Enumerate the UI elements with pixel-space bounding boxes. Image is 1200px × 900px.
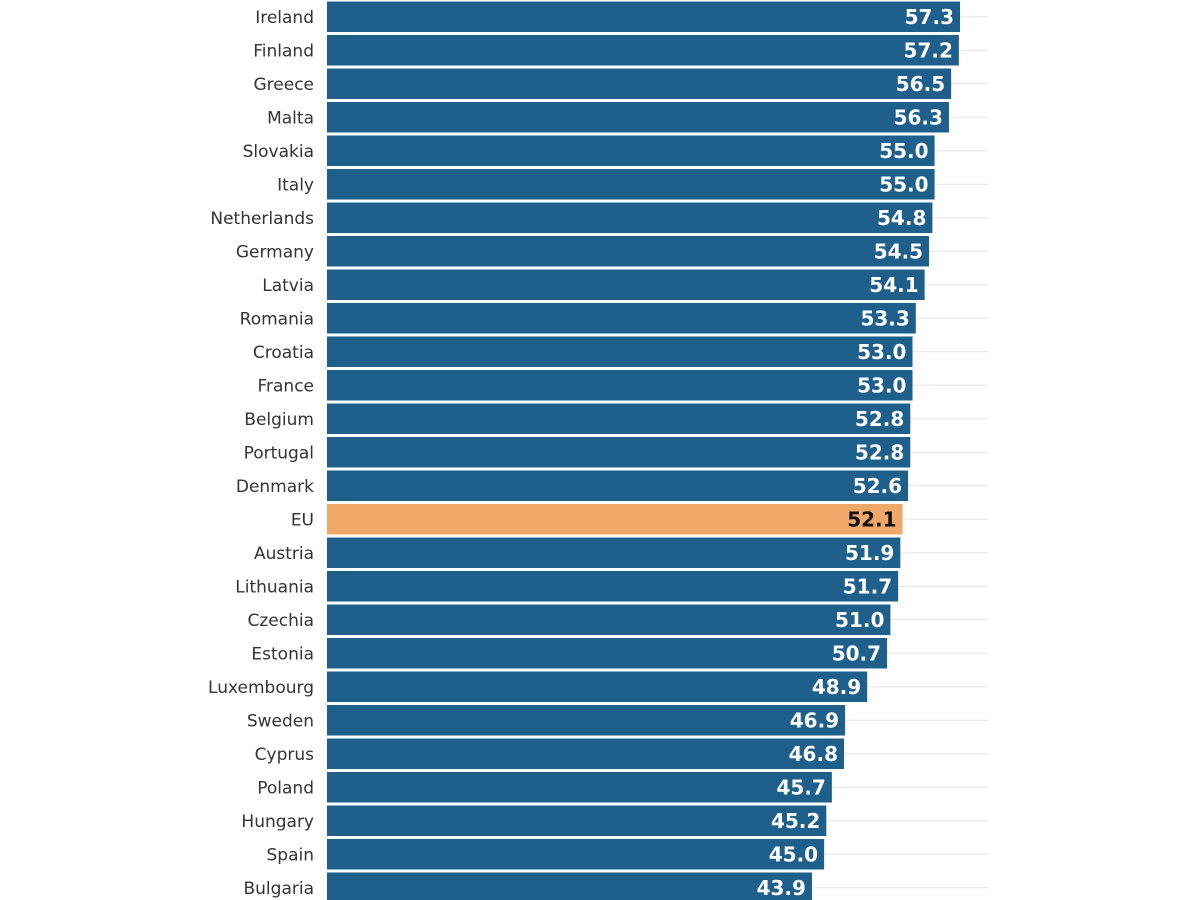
bar [327,370,913,401]
value-label: 51.0 [835,608,884,632]
category-label: France [257,376,314,396]
bar [327,839,825,870]
category-label: Denmark [236,477,314,497]
bar [327,169,935,200]
category-label: Italy [277,175,314,195]
category-label: Ireland [255,8,314,28]
category-label: Belgium [244,410,314,430]
bar [327,35,959,66]
bar [327,604,891,635]
value-label: 51.7 [843,574,892,598]
value-label: 52.1 [847,507,896,531]
value-label: 48.9 [812,675,861,699]
value-label: 55.0 [879,139,928,163]
category-label: Sweden [247,711,314,731]
category-label: Bulgaria [244,879,315,899]
category-label: Croatia [253,343,314,363]
bar [327,470,909,501]
bar [327,303,916,334]
value-label: 57.2 [904,38,953,62]
bar [327,403,911,434]
value-label: 43.9 [757,876,806,900]
value-label: 54.8 [877,206,926,230]
bar [327,571,899,602]
bar-highlight [327,504,903,535]
bar [327,705,846,736]
category-label: Germany [236,242,314,262]
bar [327,537,901,568]
bar [327,135,935,166]
value-labels: 57.3 57.2 56.5 56.3 55.0 55.0 54.8 54.5 54.1 53.3… [757,5,954,900]
value-label: 50.7 [832,641,881,665]
value-label: 52.8 [855,440,904,464]
category-label: Czechia [247,611,314,631]
bar [327,269,925,300]
value-label: 53.0 [857,340,906,364]
category-label: Austria [254,544,314,564]
value-label: 45.7 [776,775,825,799]
value-label: 45.0 [769,842,818,866]
category-label: Netherlands [210,209,314,229]
category-label: Latvia [262,276,314,296]
category-label: Portugal [244,443,314,463]
category-label: Finland [253,41,314,61]
value-label: 51.9 [845,541,894,565]
bar [327,872,812,900]
value-label: 53.0 [857,373,906,397]
bar [327,638,888,669]
category-label: Cyprus [255,745,314,765]
bar [327,671,868,702]
value-label: 55.0 [879,172,928,196]
value-label: 56.5 [896,72,945,96]
bar [327,772,832,803]
category-label: Romania [240,309,314,329]
bar [327,1,960,32]
value-label: 57.3 [905,5,954,29]
category-label: EU [291,510,314,530]
bar [327,336,913,367]
bar [327,202,933,233]
category-labels: Ireland Finland Greece Malta Slovakia Italy Ne… [208,8,314,899]
category-label: Spain [267,845,315,865]
bar [327,236,930,267]
category-label: Greece [253,75,314,95]
category-label: Hungary [241,812,314,832]
category-label: Slovakia [243,142,314,162]
category-label: Malta [267,108,314,128]
value-label: 45.2 [771,809,820,833]
bar [327,738,845,769]
value-label: 54.5 [874,239,923,263]
category-label: Estonia [251,644,314,664]
bar [327,102,949,133]
value-label: 53.3 [860,306,909,330]
value-label: 52.6 [853,474,902,498]
bar [327,805,827,836]
value-label: 54.1 [869,273,918,297]
bar [327,68,952,99]
category-label: Lithuania [235,577,314,597]
category-label: Luxembourg [208,678,314,698]
value-label: 46.8 [789,742,838,766]
category-label: Poland [257,778,314,798]
bar [327,437,911,468]
value-label: 46.9 [790,708,839,732]
value-label: 56.3 [894,105,943,129]
bars [327,1,960,900]
value-label: 52.8 [855,407,904,431]
